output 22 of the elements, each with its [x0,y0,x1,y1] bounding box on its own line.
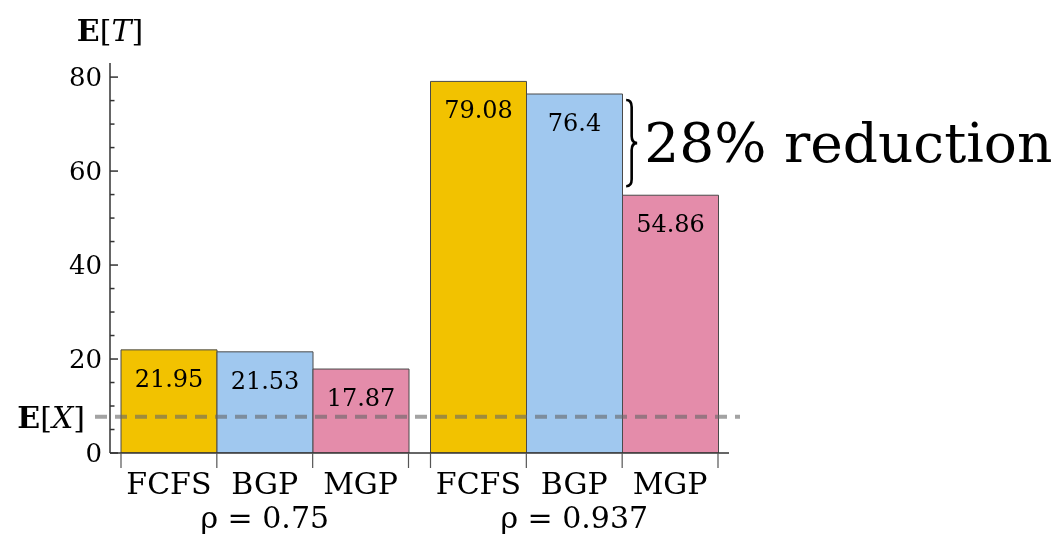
data-label: 54.86 [636,210,705,239]
y-tick-label: 20 [68,344,102,375]
data-label: 21.53 [230,366,300,395]
y-tick-label: 0 [85,438,102,468]
legend-label: BGP [231,466,299,501]
x-tick-label: ρ = 0.937 [500,500,649,535]
data-label: 79.08 [444,96,513,125]
y-tick-label: 40 [68,250,102,281]
data-label: 17.87 [326,384,396,413]
legend-label: MGP [323,466,399,501]
legend-label: FCFS [126,466,212,501]
x-tick-label: ρ = 0.75 [200,500,330,535]
data-label: 21.95 [134,364,204,393]
text: BGP [540,466,608,501]
text: MGP [632,466,708,501]
y-tick-label: 80 [68,62,102,93]
y-tick-label: 60 [68,156,102,187]
annotation: 28% reduction [644,111,1053,176]
text: FCFS [435,466,521,501]
data-label: 76.4 [547,109,602,138]
ref-line-label: E[X] [17,399,85,435]
y-axis-title: E[T] [76,13,144,48]
